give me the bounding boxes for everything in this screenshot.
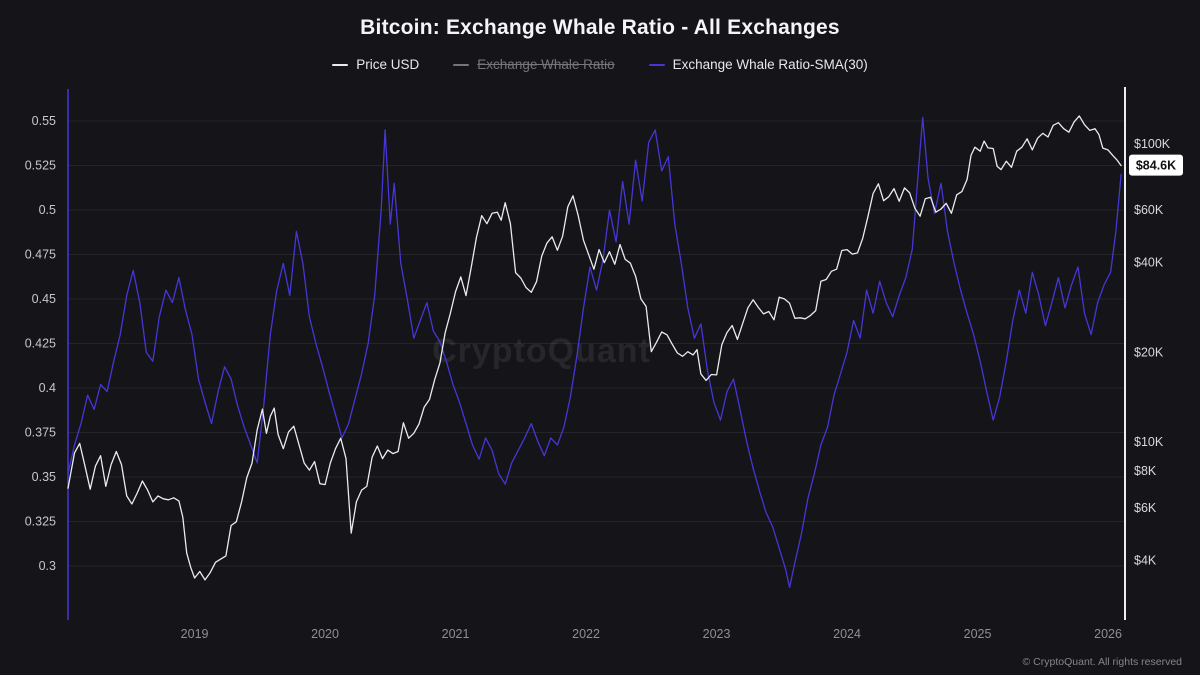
price-line-swatch-icon [332,63,349,66]
right-axis-tick-label: $4K [1134,554,1157,568]
right-axis-tick-label: $10K [1134,435,1164,449]
current-price-badge-label: $84.6K [1136,159,1176,173]
x-axis-tick-label: 2024 [833,627,861,641]
current-price-badge [1129,154,1183,176]
right-axis-tick-label: $100K [1134,137,1171,151]
x-axis-tick-label: 2021 [442,627,470,641]
x-axis-tick-label: 2026 [1094,627,1122,641]
left-axis-tick-label: 0.35 [32,470,56,484]
legend-item-price-usd[interactable]: Price USD [332,57,419,72]
left-axis-tick-label: 0.425 [25,337,56,351]
x-axis-tick-label: 2025 [964,627,992,641]
right-axis-tick-label: $60K [1134,203,1164,217]
left-axis-tick-label: 0.475 [25,248,56,262]
whale-ratio-swatch-icon [453,63,470,66]
legend-label: Exchange Whale Ratio [477,57,615,72]
legend: Price USD Exchange Whale Ratio Exchange … [0,57,1200,72]
right-axis-tick-label: $8K [1134,464,1157,478]
right-axis-tick-label: $20K [1134,345,1164,359]
left-axis-tick-label: 0.4 [39,381,56,395]
right-axis-tick-label: $40K [1134,256,1164,270]
x-axis-tick-label: 2022 [572,627,600,641]
x-axis-tick-label: 2019 [181,627,209,641]
legend-label: Price USD [356,57,420,72]
x-axis-tick-label: 2023 [703,627,731,641]
left-axis-tick-label: 0.55 [32,114,56,128]
left-axis-tick-label: 0.5 [39,203,56,217]
left-axis-tick-label: 0.45 [32,292,56,306]
legend-item-whale-ratio-sma[interactable]: Exchange Whale Ratio-SMA(30) [648,57,868,72]
left-axis-tick-label: 0.325 [25,515,56,529]
legend-item-exchange-whale-ratio[interactable]: Exchange Whale Ratio [453,57,615,72]
right-axis-tick-label: $6K [1134,501,1157,515]
legend-label: Exchange Whale Ratio-SMA(30) [672,57,868,72]
series-line-price-usd [67,115,1122,581]
series-line-exchange-whale-ratio-sma-30- [67,116,1122,589]
left-axis-tick-label: 0.525 [25,158,56,172]
copyright-text: © CryptoQuant. All rights reserved [1022,656,1182,668]
left-axis-tick-label: 0.3 [39,559,56,573]
left-axis-tick-label: 0.375 [25,426,56,440]
chart-title: Bitcoin: Exchange Whale Ratio - All Exch… [360,16,840,39]
x-axis-tick-label: 2020 [311,627,339,641]
watermark: CryptoQuant [432,332,651,370]
sma-line-swatch-icon [648,63,665,66]
